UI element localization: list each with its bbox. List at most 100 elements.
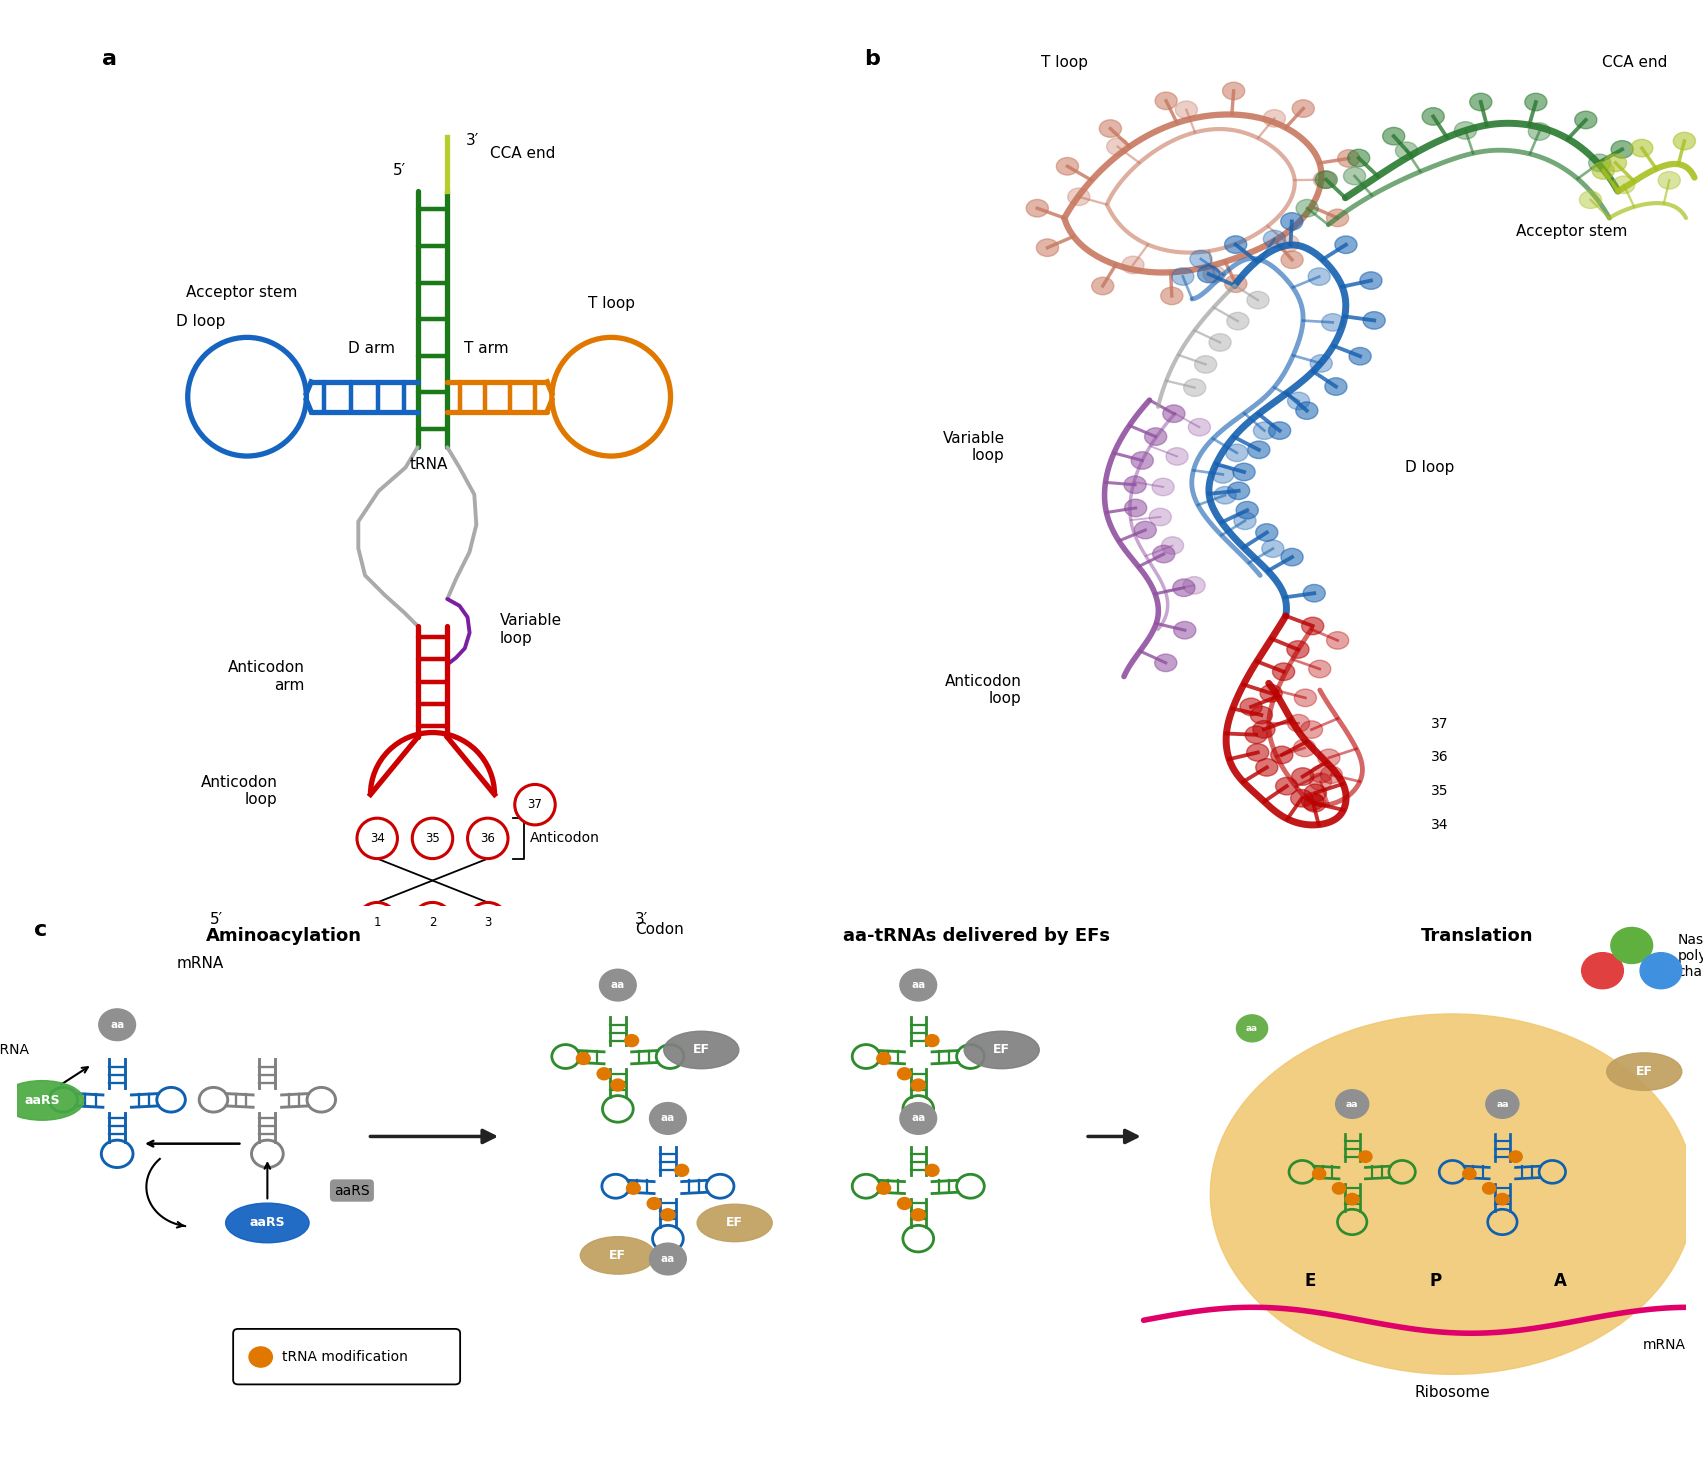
Circle shape [576,1052,591,1065]
Circle shape [1320,766,1342,783]
Text: 35: 35 [1431,785,1448,798]
Circle shape [1631,139,1654,156]
Circle shape [1173,579,1196,596]
Circle shape [1301,720,1323,738]
Circle shape [1347,149,1369,167]
Circle shape [1262,541,1284,558]
Circle shape [1224,275,1247,292]
Circle shape [1092,278,1114,295]
Circle shape [1226,313,1248,330]
Circle shape [1151,478,1173,495]
Circle shape [1640,953,1683,989]
Circle shape [1153,545,1175,562]
Text: aa: aa [111,1020,124,1030]
Circle shape [1161,288,1184,305]
Circle shape [1100,120,1122,137]
Circle shape [1163,405,1185,422]
Circle shape [897,1068,911,1080]
Circle shape [1575,111,1597,129]
Circle shape [1247,744,1269,761]
Circle shape [1155,655,1177,672]
Circle shape [1582,953,1623,989]
Circle shape [468,818,507,859]
Circle shape [1344,167,1366,184]
Circle shape [358,903,397,942]
Text: 37: 37 [1431,717,1448,730]
Circle shape [1209,333,1231,351]
Circle shape [1592,162,1614,180]
Text: aa: aa [1247,1024,1259,1033]
Text: 2: 2 [429,916,436,929]
Text: 35: 35 [426,831,439,844]
Circle shape [1250,706,1272,723]
Text: tRNA: tRNA [0,1043,29,1056]
Circle shape [1335,1090,1369,1118]
Text: aa: aa [1345,1100,1359,1109]
Text: Aminoacylation: Aminoacylation [206,928,363,945]
Circle shape [1325,378,1347,396]
Circle shape [925,1034,938,1046]
Circle shape [1335,237,1357,254]
Circle shape [649,1103,686,1134]
Circle shape [1226,444,1248,462]
Circle shape [412,903,453,942]
Circle shape [1287,714,1310,732]
Circle shape [1291,768,1313,786]
Circle shape [1310,355,1332,373]
Circle shape [1422,108,1444,126]
Circle shape [1659,171,1681,188]
Circle shape [625,1034,639,1046]
Circle shape [649,1243,686,1275]
Circle shape [1313,171,1335,188]
Circle shape [1383,127,1405,145]
Circle shape [1276,777,1298,795]
Text: EF: EF [693,1043,710,1056]
Circle shape [627,1182,640,1194]
Circle shape [925,1164,938,1176]
Text: Nascent
polypeptide
chain: Nascent polypeptide chain [1677,934,1703,979]
Circle shape [1264,110,1286,127]
Text: Acceptor stem: Acceptor stem [186,285,298,300]
Circle shape [1270,747,1293,764]
Text: P: P [1429,1271,1442,1290]
Ellipse shape [664,1031,739,1068]
Circle shape [1485,1090,1519,1118]
Text: aa-tRNAs delivered by EFs: aa-tRNAs delivered by EFs [843,928,1110,945]
Text: 37: 37 [528,798,543,811]
Circle shape [599,969,637,1001]
Ellipse shape [581,1236,656,1274]
Text: T loop: T loop [588,297,635,311]
Circle shape [1175,101,1197,118]
Circle shape [1202,266,1224,283]
Circle shape [1304,795,1327,812]
Text: D loop: D loop [175,314,225,329]
Circle shape [1068,188,1090,206]
Circle shape [468,903,507,942]
Circle shape [1197,266,1219,283]
Circle shape [1337,149,1359,167]
Circle shape [1463,1167,1477,1179]
Circle shape [1172,267,1194,285]
Circle shape [1255,758,1277,776]
Circle shape [1322,314,1344,332]
Text: T arm: T arm [465,342,509,356]
Circle shape [1122,256,1144,273]
Ellipse shape [964,1031,1039,1068]
Text: Codon: Codon [635,922,683,937]
Circle shape [911,1208,925,1221]
Circle shape [877,1182,891,1194]
Circle shape [899,1103,937,1134]
Circle shape [1604,153,1626,171]
Circle shape [1240,698,1262,716]
Circle shape [1318,749,1340,767]
Circle shape [1304,785,1327,802]
Circle shape [1245,726,1267,744]
Circle shape [1294,690,1316,707]
Circle shape [1131,451,1153,469]
Circle shape [1184,577,1206,595]
Circle shape [1253,720,1276,738]
Text: b: b [865,50,880,70]
Circle shape [1454,121,1477,139]
Circle shape [1233,463,1255,481]
Circle shape [1345,1194,1359,1205]
